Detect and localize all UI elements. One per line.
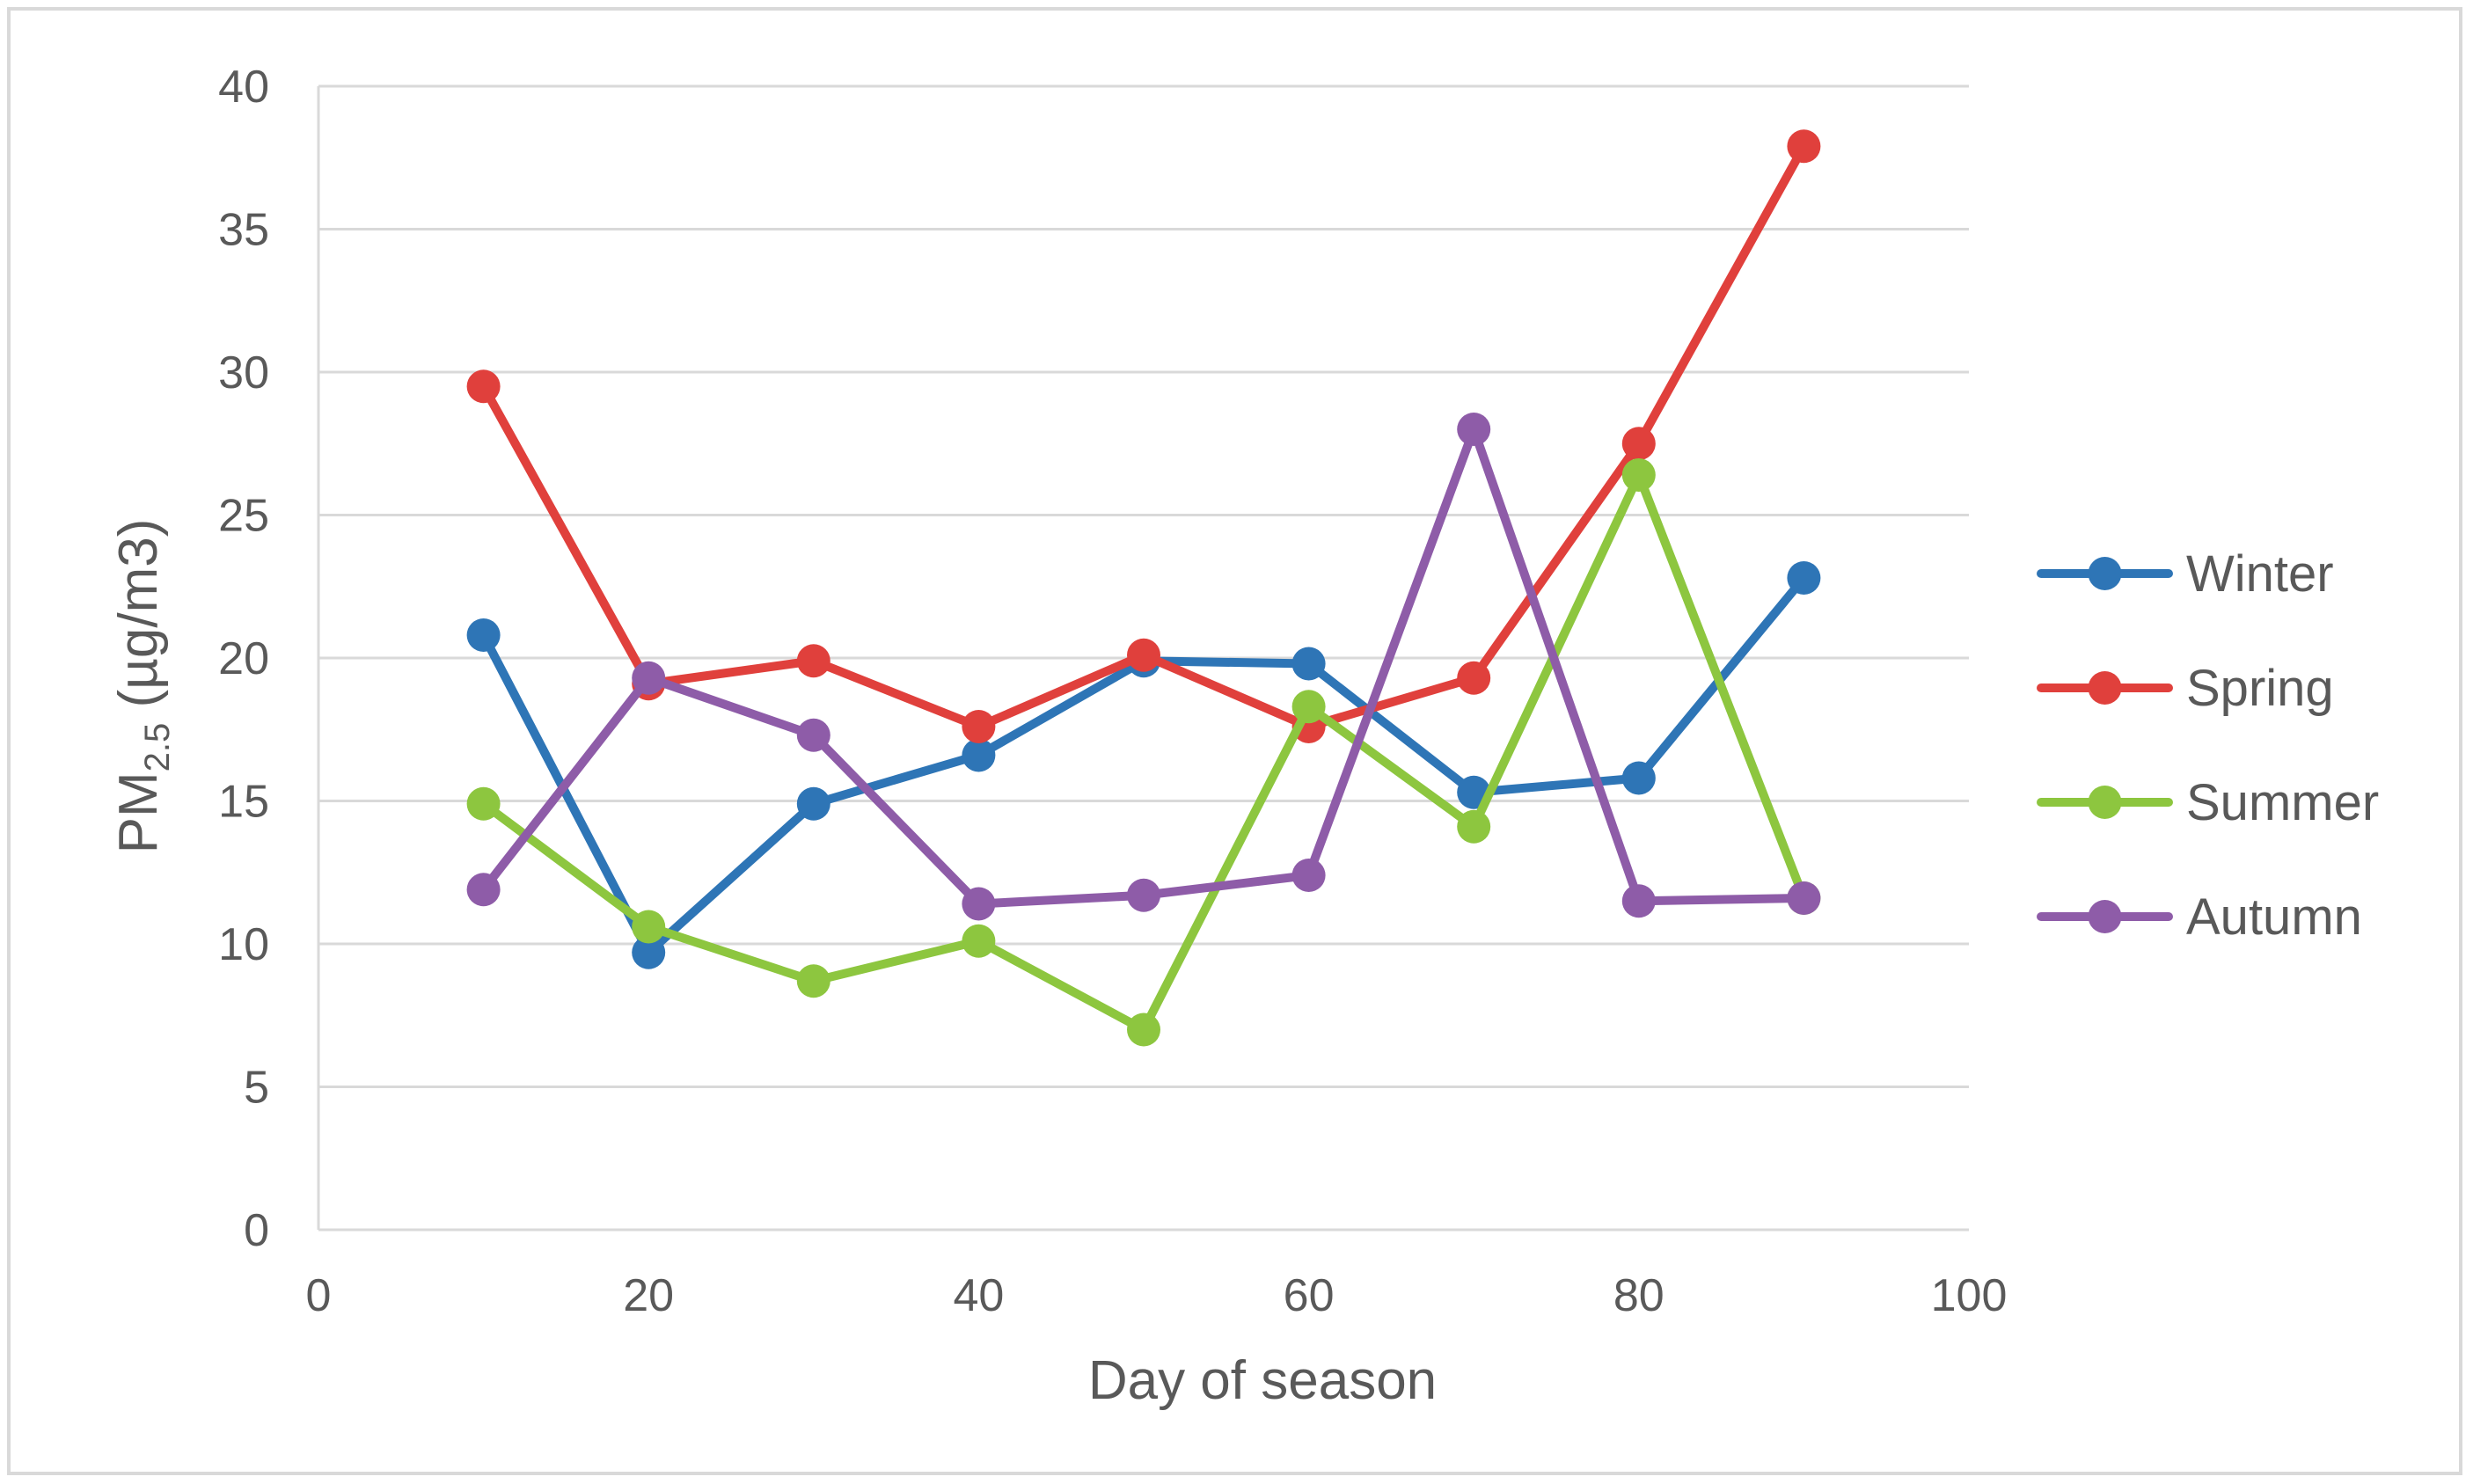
- y-axis-title-subscript: 2.5: [138, 723, 177, 772]
- x-tick-label: 40: [953, 1270, 1004, 1321]
- gridlines: [318, 84, 1969, 1088]
- y-tick-label: 20: [218, 633, 269, 684]
- legend-item-autumn: Autumn: [2037, 888, 2362, 946]
- data-point-summer: [466, 786, 501, 821]
- data-point-spring: [1127, 638, 1160, 672]
- data-point-summer: [1621, 458, 1656, 492]
- y-axis-title-main: PM: [108, 771, 169, 853]
- data-point-autumn: [962, 887, 996, 921]
- data-point-summer: [1457, 809, 1491, 844]
- data-point-winter: [962, 738, 996, 772]
- data-point-summer: [1127, 1012, 1160, 1047]
- x-tick-label: 20: [623, 1270, 674, 1321]
- legend-item-summer: Summer: [2037, 774, 2379, 831]
- data-point-autumn: [1621, 884, 1656, 918]
- legend-item-spring: Spring: [2037, 660, 2334, 717]
- data-point-spring: [796, 644, 830, 678]
- y-axis-title-group: PM2.5 (µg/m3): [108, 519, 177, 854]
- legend-item-winter: Winter: [2037, 545, 2334, 603]
- data-point-spring: [1457, 661, 1491, 695]
- series-summer: [466, 458, 1821, 1047]
- data-point-winter: [796, 786, 830, 821]
- data-point-spring: [1621, 427, 1656, 461]
- y-axis-title-unit: (µg/m3): [108, 519, 169, 723]
- data-point-summer: [632, 910, 666, 944]
- series-lines: [466, 129, 1821, 1047]
- axes: [317, 86, 1969, 1232]
- data-point-autumn: [1787, 881, 1821, 915]
- data-point-winter: [1787, 561, 1821, 595]
- y-tick-label: 15: [218, 777, 269, 828]
- y-tick-label: 25: [218, 491, 269, 542]
- data-point-autumn: [1457, 413, 1491, 446]
- series-spring: [466, 129, 1821, 743]
- data-point-winter: [466, 618, 501, 652]
- x-axis-title: Day of season: [1088, 1350, 1437, 1411]
- x-tick-label: 0: [306, 1270, 332, 1321]
- series-line-summer: [479, 471, 1809, 1034]
- series-autumn: [466, 413, 1821, 921]
- data-point-autumn: [1291, 859, 1326, 892]
- x-tick-label: 60: [1284, 1270, 1335, 1321]
- legend-marker-winter: [2088, 557, 2122, 590]
- legend-label-summer: Summer: [2186, 774, 2379, 831]
- x-tick-label: 100: [1931, 1270, 2008, 1321]
- data-point-winter: [1621, 761, 1656, 795]
- legend-marker-autumn: [2088, 900, 2122, 933]
- data-point-spring: [1787, 129, 1821, 164]
- data-point-summer: [1291, 690, 1326, 724]
- data-point-spring: [466, 369, 501, 404]
- data-point-summer: [796, 964, 830, 998]
- data-point-winter: [1291, 647, 1326, 681]
- data-point-summer: [962, 924, 996, 958]
- legend-label-winter: Winter: [2186, 545, 2334, 603]
- legend-label-spring: Spring: [2186, 660, 2334, 717]
- data-point-autumn: [1127, 878, 1160, 912]
- y-tick-label: 35: [218, 205, 269, 256]
- legend-label-autumn: Autumn: [2186, 888, 2362, 946]
- legend: Winter Spring Summer Autumn: [2037, 545, 2379, 946]
- legend-marker-spring: [2088, 671, 2122, 705]
- legend-marker-summer: [2088, 786, 2122, 819]
- y-tick-label: 0: [244, 1205, 269, 1256]
- data-point-autumn: [466, 873, 501, 907]
- data-point-spring: [962, 710, 996, 743]
- y-axis-title: PM2.5 (µg/m3): [108, 519, 177, 854]
- data-point-winter: [632, 935, 666, 969]
- y-tick-label: 10: [218, 919, 269, 970]
- y-tick-label: 5: [244, 1063, 269, 1114]
- y-tick-label: 30: [218, 347, 269, 398]
- data-point-autumn: [796, 718, 830, 752]
- tick-labels: 0 5 10 15 20 25 30 35 40 0 20 40 60 80 100: [218, 62, 2007, 1321]
- x-tick-label: 80: [1613, 1270, 1665, 1321]
- data-point-autumn: [632, 661, 666, 695]
- y-tick-label: 40: [218, 62, 269, 113]
